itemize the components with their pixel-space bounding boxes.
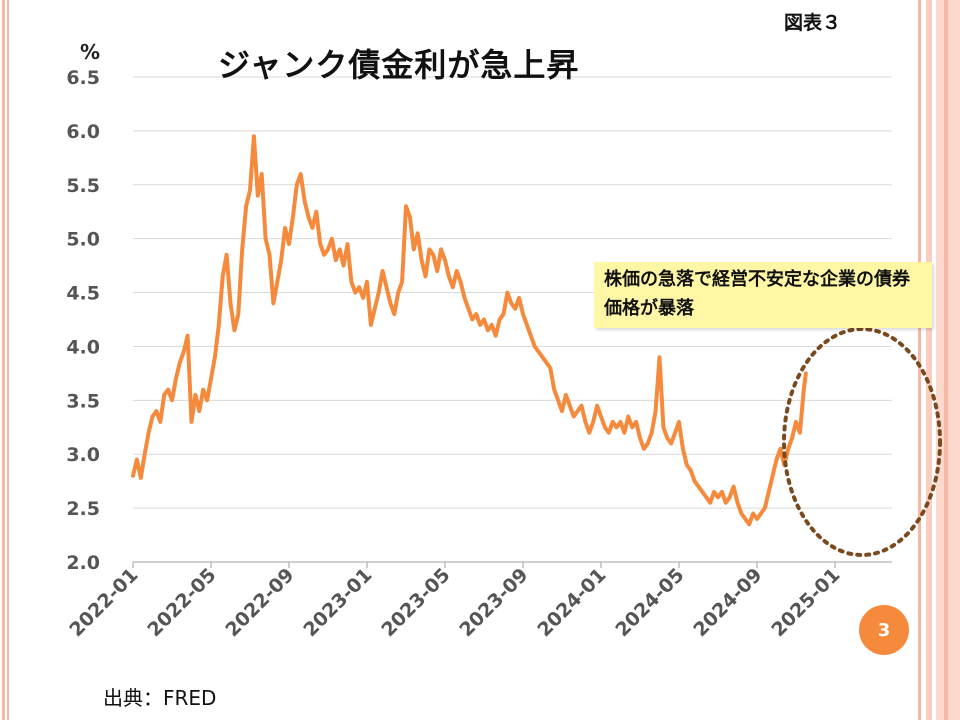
x-tick-label: 2023-09 [455, 564, 532, 641]
y-axis-ticks: 2.0 2.5 3.0 3.5 4.0 4.5 5.0 5.5 6.0 6.5 [66, 67, 100, 574]
left-border-stripe [2, 0, 5, 720]
left-border-stripe [7, 0, 9, 720]
y-tick-label: 5.0 [66, 229, 100, 251]
y-tick-label: 5.5 [66, 175, 100, 197]
x-tick-label: 2023-01 [299, 564, 376, 641]
y-tick-label: 2.0 [66, 552, 100, 574]
x-tick-label: 2023-05 [377, 564, 454, 641]
chart-series [131, 134, 808, 527]
x-tick-label: 2022-09 [221, 564, 298, 641]
right-border-stripe [926, 0, 932, 720]
y-tick-label: 4.5 [66, 283, 100, 305]
x-tick-label: 2025-01 [767, 564, 844, 641]
series-line [131, 134, 808, 527]
x-tick-label: 2024-01 [533, 564, 610, 641]
x-tick-label: 2024-09 [689, 564, 766, 641]
x-tick-label: 2022-05 [143, 564, 220, 641]
right-border-decoration [918, 0, 960, 720]
source-credit: 出典：FRED [103, 686, 217, 710]
highlight-ellipse [782, 327, 942, 557]
right-border-stripe [944, 0, 948, 720]
y-tick-label: 6.5 [66, 67, 100, 89]
right-border-stripe [918, 0, 921, 720]
x-tick-label: 2022-01 [65, 564, 142, 641]
x-axis-ticks: 2022-01 2022-05 2022-09 2023-01 2023-05 2023-… [65, 562, 845, 641]
y-axis-unit: % [80, 40, 101, 64]
y-tick-label: 4.0 [66, 336, 100, 358]
right-border-stripe [936, 0, 960, 720]
chart-title: ジャンク債金利が急上昇 [218, 46, 580, 84]
x-tick-label: 2024-05 [611, 564, 688, 641]
y-tick-label: 3.0 [66, 444, 100, 466]
y-tick-label: 6.0 [66, 121, 100, 143]
chart-annotation: 株価の急落で経営不安定な企業の債券価格が暴落 [594, 262, 932, 328]
page-number-badge: 3 [859, 605, 909, 655]
left-border-decoration [0, 0, 10, 720]
figure-label: 図表３ [784, 12, 842, 34]
y-tick-label: 3.5 [66, 390, 100, 412]
y-tick-label: 2.5 [66, 498, 100, 520]
